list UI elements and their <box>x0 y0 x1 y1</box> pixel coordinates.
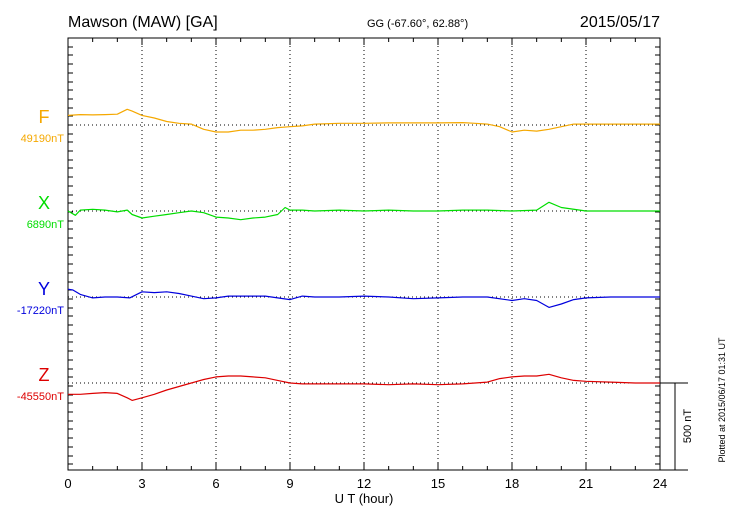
grid <box>68 38 660 470</box>
series-lines <box>67 108 660 401</box>
series-name-f: F <box>39 107 50 127</box>
x-axis-label: U T (hour) <box>335 491 394 506</box>
series-baseline-f: 49190nT <box>21 133 65 145</box>
x-tick-label: 0 <box>64 476 71 491</box>
x-tick-label: 3 <box>138 476 145 491</box>
axis-ticks <box>67 37 661 470</box>
series-baseline-z: -45550nT <box>17 391 64 403</box>
scale-bar-label: 500 nT <box>682 409 694 444</box>
series-line-z <box>68 373 660 401</box>
date-label: 2015/05/17 <box>580 14 660 31</box>
series-baseline-y: -17220nT <box>17 305 64 317</box>
x-tick-label: 15 <box>431 476 445 491</box>
x-tick-label: 24 <box>653 476 667 491</box>
x-tick-label: 18 <box>505 476 519 491</box>
series-baseline-x: 6890nT <box>27 219 65 231</box>
series-name-z: Z <box>39 365 50 385</box>
plotted-at-label: Plotted at 2015/06/17 01:31 UT <box>717 337 727 463</box>
series-line-x <box>67 201 660 221</box>
station-title: Mawson (MAW) [GA] <box>68 14 218 31</box>
x-tick-label: 21 <box>579 476 593 491</box>
series-line-y <box>67 288 660 308</box>
series-line-f <box>67 108 660 133</box>
series-name-y: Y <box>38 279 50 299</box>
series-labels: F 49190nT X 6890nT Y -17220nT Z -45550nT <box>17 107 64 403</box>
x-tick-label: 6 <box>212 476 219 491</box>
x-tick-label: 9 <box>286 476 293 491</box>
x-tick-label: 12 <box>357 476 371 491</box>
scale-bar: 500 nT <box>660 382 694 471</box>
x-tick-labels: 0 3 6 9 12 15 18 21 24 <box>64 476 667 491</box>
series-name-x: X <box>38 193 50 213</box>
station-coords: GG (-67.60°, 62.88°) <box>367 18 468 30</box>
